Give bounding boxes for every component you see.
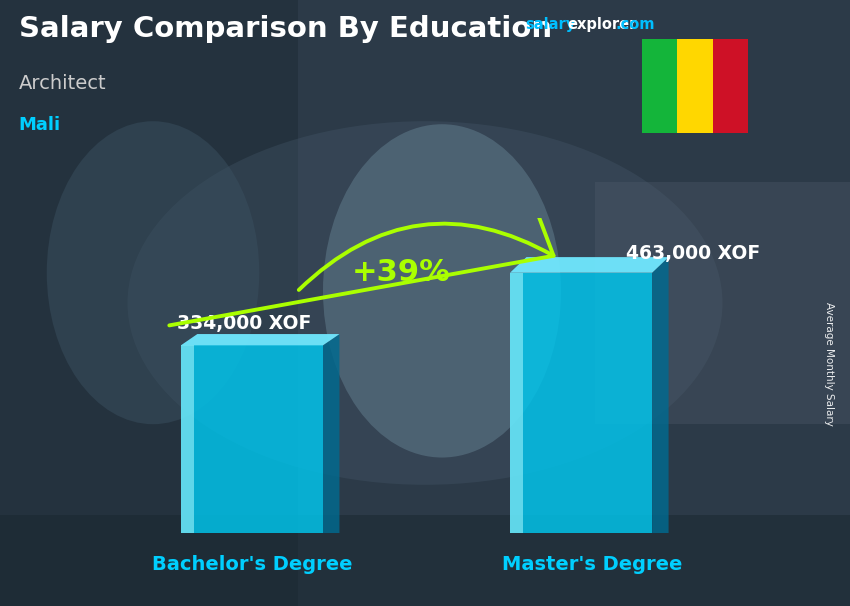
- Bar: [712, 39, 748, 133]
- Polygon shape: [181, 334, 339, 345]
- Text: Master's Degree: Master's Degree: [502, 554, 683, 574]
- Bar: [642, 39, 677, 133]
- Text: Architect: Architect: [19, 74, 106, 93]
- Ellipse shape: [323, 124, 561, 458]
- Text: +39%: +39%: [352, 258, 450, 287]
- Text: 334,000 XOF: 334,000 XOF: [178, 314, 312, 333]
- Polygon shape: [181, 345, 323, 533]
- Bar: [0, 515, 850, 606]
- Ellipse shape: [47, 121, 259, 424]
- Text: explorer: explorer: [567, 17, 637, 32]
- Polygon shape: [510, 273, 523, 533]
- Text: Salary Comparison By Education: Salary Comparison By Education: [19, 15, 552, 43]
- Polygon shape: [323, 334, 339, 533]
- Text: salary: salary: [525, 17, 575, 32]
- Text: 463,000 XOF: 463,000 XOF: [626, 244, 761, 262]
- Ellipse shape: [128, 121, 722, 485]
- Bar: [595, 182, 850, 424]
- Polygon shape: [652, 257, 669, 533]
- Text: Mali: Mali: [19, 116, 61, 135]
- FancyArrowPatch shape: [169, 0, 553, 325]
- Text: Bachelor's Degree: Bachelor's Degree: [151, 554, 352, 574]
- Text: Average Monthly Salary: Average Monthly Salary: [824, 302, 834, 425]
- Bar: [677, 39, 712, 133]
- Polygon shape: [181, 345, 194, 533]
- Polygon shape: [510, 273, 652, 533]
- Text: .com: .com: [615, 17, 654, 32]
- Bar: [0, 0, 298, 606]
- Polygon shape: [510, 257, 669, 273]
